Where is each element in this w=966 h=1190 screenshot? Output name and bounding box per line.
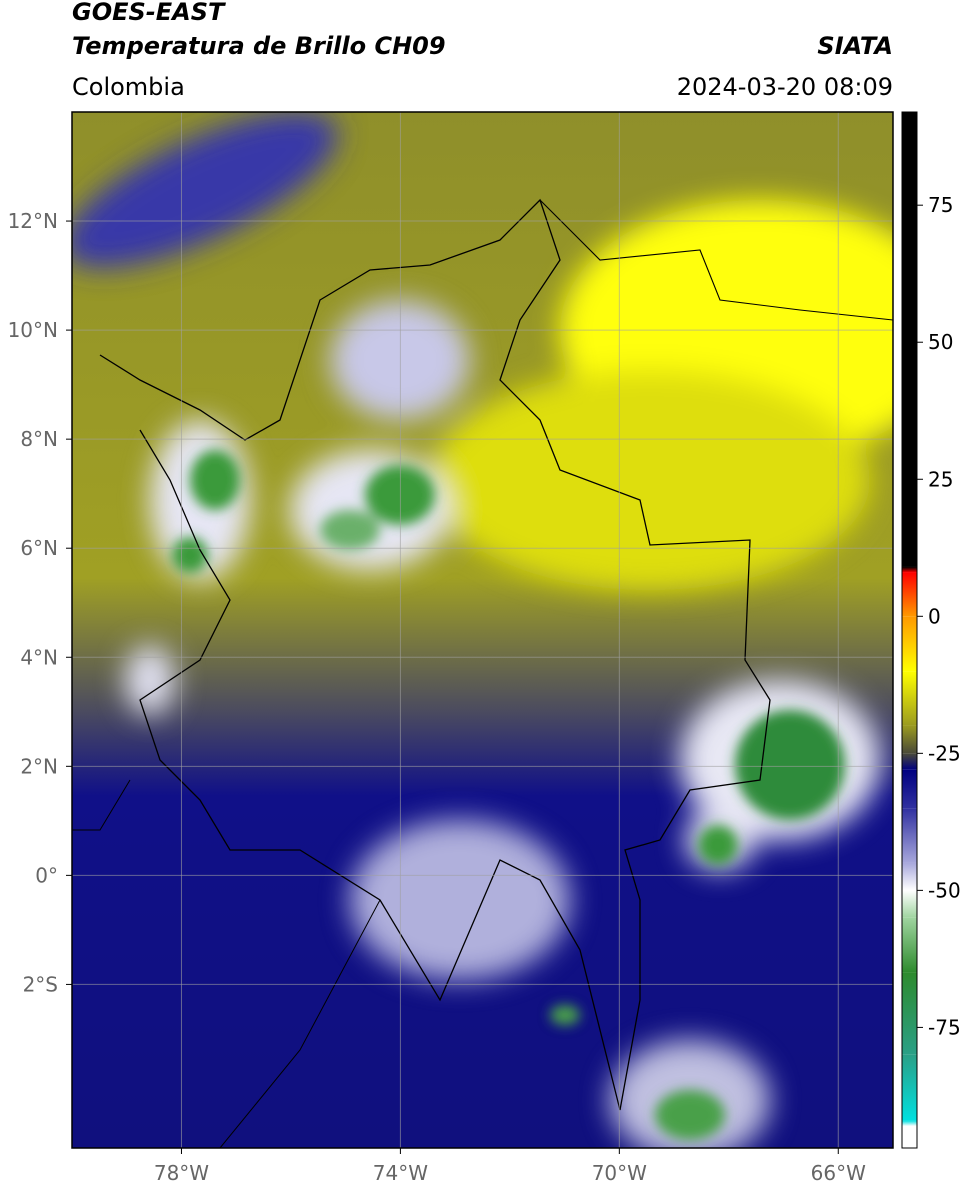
y-tick-label: 6°N <box>20 536 58 560</box>
colormap-segment <box>902 616 917 672</box>
colormap-segment <box>902 808 917 863</box>
timestamp: 2024-03-20 08:09 <box>677 73 893 101</box>
colormap-segment <box>902 1126 917 1148</box>
colormap-segment <box>902 862 917 891</box>
colormap-segment <box>902 725 917 754</box>
colorbar-tick-label: -25 <box>928 741 961 765</box>
colorbar-tick-label: 75 <box>928 193 953 217</box>
source: SIATA <box>817 32 893 60</box>
colormap-segment <box>902 890 917 918</box>
satellite-image <box>72 112 893 1148</box>
colormap-segment <box>902 671 917 726</box>
y-tick-label: 4°N <box>20 645 58 669</box>
colorbar-frame <box>901 111 918 1149</box>
y-tick-label: 2°S <box>23 972 58 996</box>
colormap-segment <box>902 769 917 809</box>
colormap-segment <box>902 753 917 770</box>
colorbar-tick-label: 25 <box>928 467 953 491</box>
colormap-segment <box>902 1054 917 1121</box>
colormap-segment <box>902 112 917 567</box>
colormap-segment <box>902 1120 917 1127</box>
colorbar-tick-label: 50 <box>928 330 953 354</box>
colorbar-tick-label: -75 <box>928 1015 961 1039</box>
colorbar-tick-label: 0 <box>928 604 941 628</box>
subtitle: Temperatura de Brillo CH09 <box>72 32 446 60</box>
colorbar <box>902 112 917 1148</box>
colormap-segment <box>902 972 917 1055</box>
grid <box>72 112 893 1148</box>
y-tick-label: 12°N <box>8 209 58 233</box>
colorbar-tick-label: -50 <box>928 878 961 902</box>
y-tick-label: 8°N <box>20 427 58 451</box>
title: GOES-EAST <box>72 0 226 26</box>
y-tick-label: 10°N <box>8 318 58 342</box>
x-tick-label: 78°W <box>154 1161 209 1185</box>
colormap-segment <box>902 572 917 617</box>
map-frame <box>71 111 894 1149</box>
x-tick-label: 74°W <box>373 1161 428 1185</box>
region: Colombia <box>72 73 185 101</box>
x-tick-label: 70°W <box>592 1161 647 1185</box>
y-tick-label: 0° <box>35 863 58 887</box>
x-tick-label: 66°W <box>811 1161 866 1185</box>
colormap-segment <box>902 917 917 973</box>
y-tick-label: 2°N <box>20 754 58 778</box>
colormap-segment <box>902 566 917 573</box>
